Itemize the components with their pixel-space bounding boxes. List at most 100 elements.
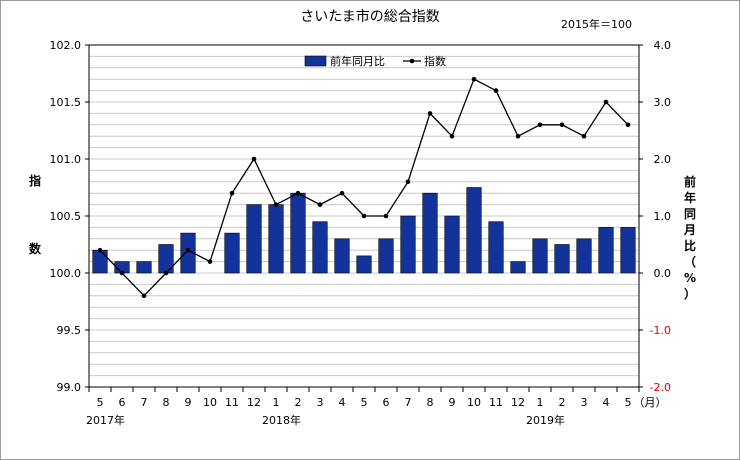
index-point-16 <box>427 111 433 116</box>
x-tick-label: 9 <box>449 396 456 409</box>
right-axis-label-char: 年 <box>684 190 696 205</box>
bar-20 <box>510 261 526 274</box>
index-point-17 <box>449 133 455 139</box>
x-tick-label: 10 <box>203 396 217 409</box>
x-tick-label: 8 <box>163 396 170 409</box>
index-point-4 <box>163 270 169 276</box>
index-point-5 <box>185 247 191 253</box>
right-tick-label: 0.0 <box>654 267 672 280</box>
x-tick-label: 11 <box>489 396 503 409</box>
index-point-8 <box>251 156 257 162</box>
left-tick-label: 99.0 <box>57 381 82 394</box>
x-tick-label: 12 <box>511 396 525 409</box>
bar-16 <box>422 192 438 274</box>
x-tick-label: 2 <box>295 396 302 409</box>
x-tick-label: 7 <box>405 396 412 409</box>
left-tick-label: 100.0 <box>50 267 82 280</box>
x-tick-label: 5 <box>625 396 632 409</box>
x-tick-label: 3 <box>317 396 324 409</box>
x-unit-label: （月） <box>634 396 667 409</box>
index-point-1 <box>97 247 103 253</box>
index-point-7 <box>229 190 235 196</box>
x-tick-label: 5 <box>97 396 104 409</box>
x-tick-label: 6 <box>119 396 126 409</box>
index-point-2 <box>119 270 125 276</box>
base-year-note: 2015年＝100 <box>561 17 632 31</box>
index-point-10 <box>295 190 301 196</box>
index-point-11 <box>317 202 323 207</box>
right-tick-label: 1.0 <box>654 210 672 223</box>
right-axis-label-char: 月 <box>683 223 696 237</box>
legend-bar-swatch <box>304 55 327 67</box>
index-point-12 <box>339 190 345 196</box>
right-tick-label: 3.0 <box>654 96 672 109</box>
right-axis-label-char: 比 <box>684 238 696 253</box>
right-axis-label-char: ） <box>684 286 696 301</box>
bar-8 <box>246 204 262 274</box>
right-axis-label-char: （ <box>684 254 696 269</box>
year-label: 2017年 <box>86 413 125 427</box>
bar-14 <box>378 238 394 274</box>
right-axis-label-char: 同 <box>684 207 696 221</box>
bar-9 <box>268 204 284 274</box>
line-series <box>97 76 631 299</box>
chart-title: さいたま市の総合指数 <box>300 8 440 25</box>
index-point-9 <box>273 202 279 207</box>
bar-12 <box>334 238 350 274</box>
x-tick-label: 1 <box>537 396 544 409</box>
legend-line-label: 指数 <box>424 54 446 68</box>
index-point-22 <box>559 122 565 128</box>
bar-3 <box>136 261 152 274</box>
x-tick-label: 1 <box>273 396 280 409</box>
index-point-23 <box>581 133 587 139</box>
left-axis-label-char: 指 <box>29 173 41 188</box>
bar-21 <box>532 238 548 274</box>
bar-22 <box>554 244 570 274</box>
x-tick-label: 10 <box>467 396 481 409</box>
x-tick-label: 9 <box>185 396 192 409</box>
bar-25 <box>620 227 636 274</box>
left-tick-label: 99.5 <box>57 324 82 337</box>
left-tick-label: 101.0 <box>50 153 82 166</box>
bar-15 <box>400 215 416 274</box>
index-point-15 <box>405 179 411 185</box>
index-point-19 <box>493 88 499 93</box>
x-tick-label: 3 <box>581 396 588 409</box>
right-axis-label-char: % <box>684 271 696 285</box>
left-tick-label: 100.5 <box>50 210 82 223</box>
index-point-18 <box>471 76 477 82</box>
bar-5 <box>180 232 196 274</box>
bar-7 <box>224 232 240 274</box>
x-tick-label: 12 <box>247 396 261 409</box>
bar-11 <box>312 221 328 274</box>
x-tick-label: 6 <box>383 396 390 409</box>
bar-4 <box>158 244 174 274</box>
index-point-14 <box>383 213 389 219</box>
left-tick-label: 101.5 <box>50 96 82 109</box>
bar-24 <box>598 227 614 274</box>
bar-17 <box>444 215 460 274</box>
bar-series <box>92 187 636 274</box>
index-point-3 <box>141 293 147 299</box>
bar-18 <box>466 187 482 274</box>
bar-19 <box>488 221 504 274</box>
legend-bar-label: 前年同月比 <box>330 54 385 68</box>
left-axis-label-char: 数 <box>29 241 42 256</box>
right-axis-label-char: 前 <box>684 174 696 189</box>
left-tick-label: 102.0 <box>50 39 82 52</box>
index-point-25 <box>625 122 631 128</box>
index-point-24 <box>603 99 609 105</box>
year-label: 2018年 <box>262 413 301 427</box>
axes: 102.0101.5101.0100.5100.099.599.04.03.02… <box>29 39 696 427</box>
right-tick-label: -1.0 <box>650 324 671 337</box>
x-tick-label: 11 <box>225 396 239 409</box>
bar-23 <box>576 238 592 274</box>
x-tick-label: 8 <box>427 396 434 409</box>
year-label: 2019年 <box>526 413 565 427</box>
index-point-13 <box>361 213 367 219</box>
bar-13 <box>356 255 372 274</box>
right-tick-label: 2.0 <box>654 153 672 166</box>
legend: 前年同月比 指数 <box>304 54 446 68</box>
index-point-20 <box>515 133 521 139</box>
